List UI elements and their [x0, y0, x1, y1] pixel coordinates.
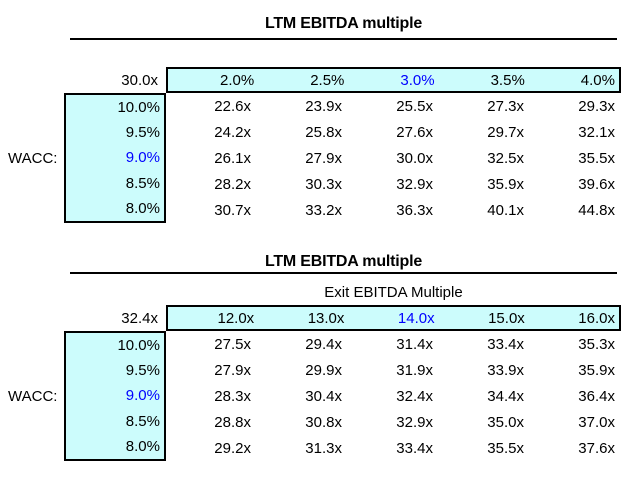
table-cell: 32.1x — [578, 123, 615, 141]
col-header-cell-highlighted: 3.0% — [400, 71, 435, 89]
table-cell: 32.9x — [396, 413, 433, 431]
table-title: LTM EBITDA multiple — [264, 15, 423, 32]
col-header-cell: 3.5% — [490, 71, 525, 89]
table-cell: 30.0x — [396, 149, 433, 167]
row-header-cell: 8.5% — [125, 174, 160, 192]
corner-cell: 30.0x — [121, 71, 158, 89]
col-header-cell: 16.0x — [578, 309, 615, 327]
table-cell: 36.3x — [396, 201, 433, 219]
table-cell: 22.6x — [214, 97, 251, 115]
row-header-cell-highlighted: 9.0% — [125, 149, 160, 167]
table-cell: 35.3x — [578, 335, 615, 353]
col-header-cell: 2.5% — [310, 71, 345, 89]
table-cell: 29.9x — [305, 361, 342, 379]
row-header-cell: 8.5% — [125, 412, 160, 430]
table-cell: 27.9x — [214, 361, 251, 379]
table-cell: 25.5x — [396, 97, 433, 115]
table-cell: 32.4x — [396, 387, 433, 405]
table-cell: 35.0x — [487, 413, 524, 431]
col-header-cell: 15.0x — [488, 309, 525, 327]
table-cell: 29.4x — [305, 335, 342, 353]
col-header-row: 2.0% 2.5% 3.0% 3.5% 4.0% — [166, 67, 621, 93]
table-cell: 31.4x — [396, 335, 433, 353]
title-underline — [70, 38, 617, 40]
table-cell: 28.8x — [214, 413, 251, 431]
table-cell: 33.2x — [305, 201, 342, 219]
table-cell: 31.3x — [305, 439, 342, 457]
table-grid: 32.4x 12.0x 13.0x 14.0x 15.0x 16.0x 10.0… — [64, 305, 621, 461]
col-header-cell: 4.0% — [580, 71, 615, 89]
table-cell: 33.4x — [487, 335, 524, 353]
table-cell: 37.6x — [578, 439, 615, 457]
table-cell: 30.8x — [305, 413, 342, 431]
wacc-label: WACC: — [8, 387, 58, 405]
col-header-cell: 2.0% — [219, 71, 255, 89]
table-cell: 35.5x — [487, 439, 524, 457]
row-header-cell: 9.5% — [125, 124, 160, 142]
col-header-row: 12.0x 13.0x 14.0x 15.0x 16.0x — [166, 305, 621, 331]
table-cell: 39.6x — [578, 175, 615, 193]
table-cell: 27.9x — [305, 149, 342, 167]
table-cell: 31.9x — [396, 361, 433, 379]
table-cell: 34.4x — [487, 387, 524, 405]
row-header-cell: 8.0% — [125, 199, 160, 217]
table-cell: 27.3x — [487, 97, 524, 115]
table-cell: 23.9x — [305, 97, 342, 115]
table-cell: 30.4x — [305, 387, 342, 405]
row-header-cell: 10.0% — [117, 337, 160, 355]
table-cell: 36.4x — [578, 387, 615, 405]
row-header-cell-highlighted: 9.0% — [125, 387, 160, 405]
table-cell: 27.5x — [214, 335, 251, 353]
table-cell: 32.9x — [396, 175, 433, 193]
table-cell: 40.1x — [487, 201, 524, 219]
table-cell: 32.5x — [487, 149, 524, 167]
col-header-cell: 13.0x — [307, 309, 345, 327]
title-underline — [70, 272, 617, 274]
table-cell: 35.9x — [487, 175, 524, 193]
table-cell: 29.7x — [487, 123, 524, 141]
col-header-cell-highlighted: 14.0x — [397, 309, 435, 327]
row-header-col: 10.0% 9.5% 9.0% 8.5% 8.0% — [64, 93, 166, 223]
table-cell: 33.4x — [396, 439, 433, 457]
table-cell: 33.9x — [487, 361, 524, 379]
corner-cell: 32.4x — [121, 309, 158, 327]
row-header-cell: 10.0% — [117, 99, 160, 117]
table-cell: 35.5x — [578, 149, 615, 167]
table-cell: 29.3x — [578, 97, 615, 115]
table-subtitle: Exit EBITDA Multiple — [324, 284, 463, 301]
table-cell: 30.3x — [305, 175, 342, 193]
table-cell: 29.2x — [214, 439, 251, 457]
table-title: LTM EBITDA multiple — [264, 253, 423, 270]
table-grid: 30.0x 2.0% 2.5% 3.0% 3.5% 4.0% 10.0% 9.5… — [64, 67, 621, 223]
table-cell: 37.0x — [578, 413, 615, 431]
table-cell: 30.7x — [214, 201, 251, 219]
row-header-cell: 9.5% — [125, 362, 160, 380]
table-cell: 35.9x — [578, 361, 615, 379]
row-header-cell: 8.0% — [125, 437, 160, 455]
table-cell: 27.6x — [396, 123, 433, 141]
table-cell: 25.8x — [305, 123, 342, 141]
table-cell: 28.2x — [214, 175, 251, 193]
table-cell: 44.8x — [578, 201, 615, 219]
table-cell: 28.3x — [214, 387, 251, 405]
table-cell: 24.2x — [214, 123, 251, 141]
table-cell: 26.1x — [214, 149, 251, 167]
row-header-col: 10.0% 9.5% 9.0% 8.5% 8.0% — [64, 331, 166, 461]
col-header-cell: 12.0x — [217, 309, 255, 327]
wacc-label: WACC: — [8, 149, 58, 167]
